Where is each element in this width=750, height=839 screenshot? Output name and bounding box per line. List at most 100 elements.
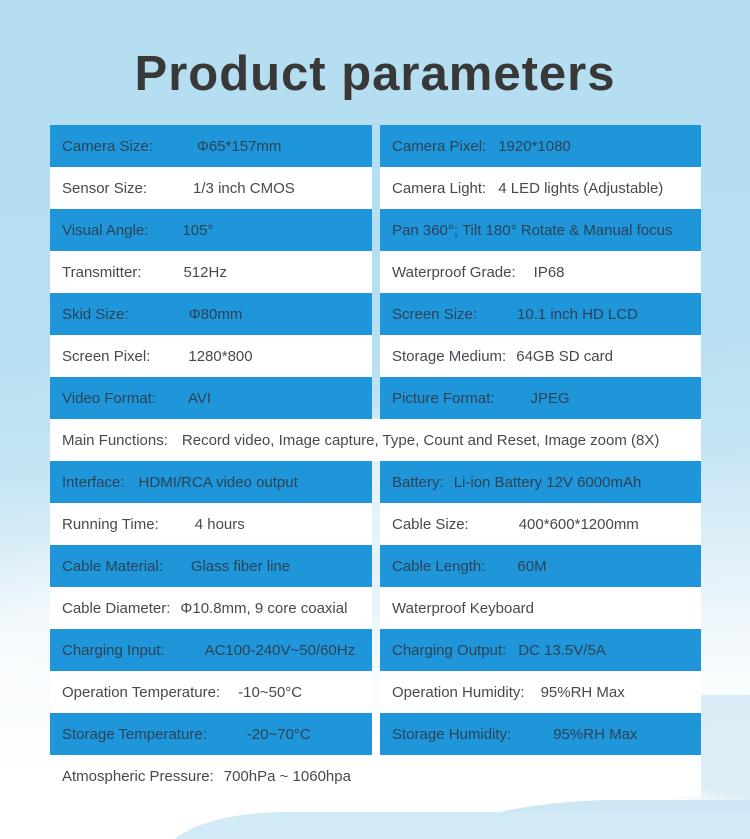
param-value: AVI: [187, 389, 212, 407]
param-value: 400*600*1200mm: [518, 515, 639, 533]
param-value: 1920*1080: [498, 137, 571, 155]
param-label: Battery:: [392, 473, 444, 491]
param-value: 105°: [182, 221, 214, 239]
param-value: Φ80mm: [188, 305, 243, 323]
param-label: Cable Size:: [392, 515, 469, 533]
param-cell: Sensor Size: 1/3 inch CMOS: [50, 167, 372, 209]
column-gap: [372, 587, 380, 629]
param-label: Camera Light:: [392, 179, 487, 197]
param-label: Video Format:: [62, 389, 156, 407]
param-value: Record video, Image capture, Type, Count…: [181, 431, 660, 449]
param-label: Waterproof Grade:: [392, 263, 516, 281]
table-row: Running Time: 4 hours Cable Size: 400*600*1…: [50, 503, 701, 545]
param-cell: Cable Diameter: Φ10.8mm, 9 core coaxial: [50, 587, 372, 629]
param-cell: Storage Humidity: 95%RH Max: [380, 713, 701, 755]
column-gap: [372, 125, 380, 167]
column-gap: [372, 209, 380, 251]
column-gap: [372, 671, 380, 713]
param-label: Charging Input:: [62, 641, 165, 659]
param-value: Φ10.8mm, 9 core coaxial: [180, 599, 348, 617]
param-cell: Screen Size: 10.1 inch HD LCD: [380, 293, 701, 335]
param-label: Operation Temperature:: [62, 683, 221, 701]
param-cell: Cable Material: Glass fiber line: [50, 545, 372, 587]
table-row: Video Format: AVI Picture Format: JPEG: [50, 377, 701, 419]
table-row: Cable Diameter: Φ10.8mm, 9 core coaxial Wa…: [50, 587, 701, 629]
param-label: Storage Humidity:: [392, 725, 512, 743]
param-cell: Transmitter: 512Hz: [50, 251, 372, 293]
param-label: Cable Material:: [62, 557, 163, 575]
param-value: 95%RH Max: [540, 683, 625, 701]
param-label: Atmospheric Pressure:: [62, 767, 214, 785]
param-cell: Skid Size: Φ80mm: [50, 293, 372, 335]
param-label: Pan 360°; Tilt 180° Rotate & Manual focu…: [392, 221, 673, 239]
param-value: DC 13.5V/5A: [518, 641, 606, 659]
param-label: Cable Diameter:: [62, 599, 171, 617]
param-cell: Running Time: 4 hours: [50, 503, 372, 545]
param-label: Charging Output:: [392, 641, 507, 659]
param-cell: Cable Length: 60M: [380, 545, 701, 587]
column-gap: [372, 251, 380, 293]
param-label: Storage Temperature:: [62, 725, 207, 743]
table-row: Charging Input: AC100-240V~50/60Hz Chargin…: [50, 629, 701, 671]
param-value: JPEG: [530, 389, 570, 407]
param-cell: Screen Pixel: 1280*800: [50, 335, 372, 377]
column-gap: [372, 629, 380, 671]
param-label: Skid Size:: [62, 305, 129, 323]
param-value: 1280*800: [188, 347, 253, 365]
param-value: 95%RH Max: [553, 725, 638, 743]
column-gap: [372, 377, 380, 419]
param-cell: Visual Angle: 105°: [50, 209, 372, 251]
param-cell: Waterproof Keyboard: [380, 587, 701, 629]
background-wave-blue: [165, 812, 750, 839]
table-row: Storage Temperature: -20~70°C Storage Humi…: [50, 713, 701, 755]
param-cell: Operation Humidity: 95%RH Max: [380, 671, 701, 713]
param-label: Screen Pixel:: [62, 347, 151, 365]
param-value: 60M: [517, 557, 547, 575]
parameters-table: Camera Size: Φ65*157mm Camera Pixel: 1920*1…: [50, 125, 701, 797]
table-row: Camera Size: Φ65*157mm Camera Pixel: 1920*1…: [50, 125, 701, 167]
param-cell: Waterproof Grade: IP68: [380, 251, 701, 293]
param-cell: Main Functions: Record video, Image captu…: [50, 419, 701, 461]
param-cell: Pan 360°; Tilt 180° Rotate & Manual focu…: [380, 209, 701, 251]
param-label: Interface:: [62, 473, 125, 491]
param-value: 4 LED lights (Adjustable): [498, 179, 664, 197]
table-row: Skid Size: Φ80mm Screen Size: 10.1 inch HD …: [50, 293, 701, 335]
param-cell: Cable Size: 400*600*1200mm: [380, 503, 701, 545]
param-cell: Picture Format: JPEG: [380, 377, 701, 419]
param-cell: Storage Medium: 64GB SD card: [380, 335, 701, 377]
column-gap: [372, 545, 380, 587]
param-label: Visual Angle:: [62, 221, 149, 239]
param-label: Sensor Size:: [62, 179, 148, 197]
param-cell: Camera Size: Φ65*157mm: [50, 125, 372, 167]
param-value: AC100-240V~50/60Hz: [204, 641, 356, 659]
column-gap: [372, 461, 380, 503]
param-label: Operation Humidity:: [392, 683, 525, 701]
param-cell: Camera Pixel: 1920*1080: [380, 125, 701, 167]
table-row: Visual Angle: 105° Pan 360°; Tilt 180° Rot…: [50, 209, 701, 251]
param-value: Li-ion Battery 12V 6000mAh: [453, 473, 642, 491]
column-gap: [372, 713, 380, 755]
param-label: Screen Size:: [392, 305, 478, 323]
param-value: 64GB SD card: [516, 347, 613, 365]
param-value: Glass fiber line: [190, 557, 291, 575]
column-gap: [372, 335, 380, 377]
param-label: Transmitter:: [62, 263, 142, 281]
param-cell: Video Format: AVI: [50, 377, 372, 419]
param-label: Running Time:: [62, 515, 159, 533]
param-label: Waterproof Keyboard: [392, 599, 535, 617]
table-row: Operation Temperature: -10~50°C Operation …: [50, 671, 701, 713]
param-value: IP68: [533, 263, 565, 281]
table-row: Interface: HDMI/RCA video output Battery: L…: [50, 461, 701, 503]
param-cell: Camera Light: 4 LED lights (Adjustable): [380, 167, 701, 209]
param-label: Main Functions:: [62, 431, 168, 449]
param-cell: Operation Temperature: -10~50°C: [50, 671, 372, 713]
param-cell: Interface: HDMI/RCA video output: [50, 461, 372, 503]
table-row: Cable Material: Glass fiber line Cable Len…: [50, 545, 701, 587]
table-row: Transmitter: 512Hz Waterproof Grade: IP68: [50, 251, 701, 293]
param-value: 700hPa ~ 1060hpa: [223, 767, 351, 785]
param-label: Camera Size:: [62, 137, 153, 155]
param-cell: Atmospheric Pressure: 700hPa ~ 1060hpa: [50, 755, 701, 797]
param-value: -10~50°C: [238, 683, 303, 701]
column-gap: [372, 167, 380, 209]
